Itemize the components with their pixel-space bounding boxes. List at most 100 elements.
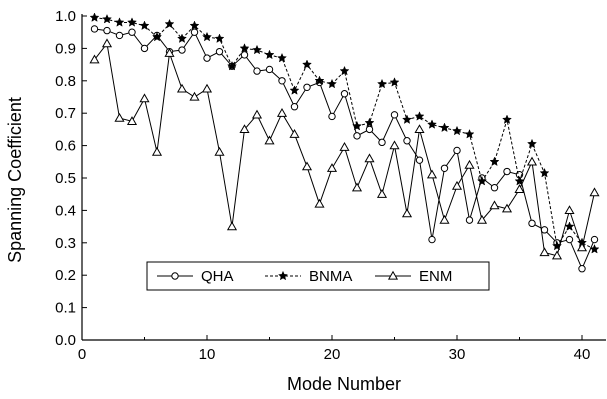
data-point-qha (440, 164, 449, 172)
data-point-enm (339, 142, 350, 151)
data-point-enm (126, 116, 138, 125)
data-point-bnma (377, 78, 387, 89)
data-point-qha (590, 235, 599, 244)
data-point-bnma (89, 12, 100, 22)
data-point-bnma (227, 60, 237, 71)
data-point-enm (576, 242, 588, 252)
data-point-enm (476, 214, 488, 224)
data-point-bnma (464, 129, 475, 139)
data-point-qha (265, 65, 274, 74)
data-point-qha (240, 51, 249, 59)
data-point-qha (303, 83, 311, 91)
data-point-bnma (189, 20, 200, 30)
data-point-qha (365, 125, 374, 134)
y-tick-label: 0.9 (55, 40, 76, 57)
data-point-bnma (502, 114, 512, 124)
data-point-enm (114, 112, 125, 122)
data-point-enm (439, 214, 450, 224)
data-point-qha (103, 26, 111, 35)
data-point-enm (451, 180, 463, 190)
data-point-bnma (589, 244, 600, 254)
data-point-qha (565, 235, 574, 244)
data-point-enm (351, 182, 363, 192)
y-tick-label: 0.0 (55, 332, 76, 349)
data-point-enm (101, 38, 113, 48)
data-point-bnma (114, 17, 125, 27)
x-tick-label: 30 (449, 346, 466, 363)
data-point-bnma (277, 52, 287, 63)
data-point-bnma (339, 65, 350, 76)
data-point-enm (226, 221, 238, 231)
data-point-bnma (352, 120, 362, 131)
data-point-bnma (164, 18, 175, 29)
data-point-bnma (427, 119, 437, 129)
data-point-bnma (252, 44, 262, 55)
data-point-qha (453, 146, 461, 155)
data-point-enm (164, 48, 175, 57)
data-point-bnma (414, 111, 425, 121)
data-point-bnma (264, 49, 275, 60)
x-tick-label: 20 (324, 346, 341, 363)
legend-box (146, 261, 490, 291)
legend: QHA BNMA ENM (146, 261, 490, 291)
data-point-qha (290, 103, 299, 111)
data-point-bnma (477, 175, 487, 186)
data-point-bnma (214, 33, 225, 43)
data-point-qha (428, 235, 436, 244)
data-point-enm (214, 146, 225, 156)
data-point-bnma (139, 20, 150, 30)
data-point-bnma (539, 167, 550, 178)
y-tick-label: 0.4 (55, 202, 76, 219)
data-point-enm (414, 124, 425, 134)
data-point-enm (151, 146, 163, 156)
data-point-qha (253, 67, 261, 75)
data-point-qha (503, 167, 511, 176)
data-point-enm (464, 159, 475, 169)
y-tick-label: 0.6 (55, 138, 76, 155)
data-point-bnma (302, 59, 312, 69)
legend-label-enm: ENM (419, 268, 452, 285)
data-point-qha (140, 44, 149, 53)
y-tick-label: 1.0 (55, 8, 76, 25)
y-axis-title: Spanning Coefficient (5, 97, 25, 263)
data-point-qha (528, 219, 536, 228)
data-point-bnma (202, 31, 212, 42)
data-point-enm (364, 153, 375, 163)
plot-area (89, 12, 600, 273)
data-point-qha (378, 138, 386, 147)
y-tick-label: 0.5 (55, 170, 76, 187)
data-point-qha (203, 54, 211, 62)
data-point-enm (239, 124, 250, 134)
data-point-enm (314, 198, 325, 208)
data-point-qha (540, 226, 549, 234)
y-tick-label: 0.3 (55, 235, 76, 252)
data-point-enm (326, 163, 338, 172)
legend-label-bnma: BNMA (309, 268, 352, 285)
axes: 0 10 20 30 40 0.0 0.1 0.2 0.3 0.4 0.5 0.6 0.7 0.8 0.9 1… (55, 8, 606, 363)
data-point-enm (564, 205, 575, 215)
data-point-bnma (389, 77, 400, 87)
data-point-enm (376, 188, 388, 198)
y-tick-label: 0.2 (55, 267, 76, 284)
legend-label-qha: QHA (201, 268, 234, 285)
data-point-bnma (314, 75, 325, 86)
data-point-bnma (514, 175, 525, 186)
data-point-qha (190, 28, 199, 36)
x-tick-label: 10 (199, 346, 216, 363)
data-point-enm (189, 91, 200, 101)
data-point-bnma (127, 17, 137, 27)
data-point-enm (589, 187, 600, 197)
data-point-bnma (239, 43, 250, 53)
data-point-enm (176, 83, 188, 93)
data-point-bnma (439, 122, 450, 133)
y-tick-label: 0.7 (55, 105, 76, 122)
data-point-qha (490, 184, 499, 192)
legend-marker-bnma (278, 270, 288, 281)
data-point-bnma (152, 31, 162, 42)
data-point-enm (401, 208, 413, 218)
data-point-qha (340, 90, 349, 98)
data-point-bnma (452, 125, 462, 136)
data-point-qha (353, 132, 361, 140)
data-point-bnma (327, 78, 337, 89)
